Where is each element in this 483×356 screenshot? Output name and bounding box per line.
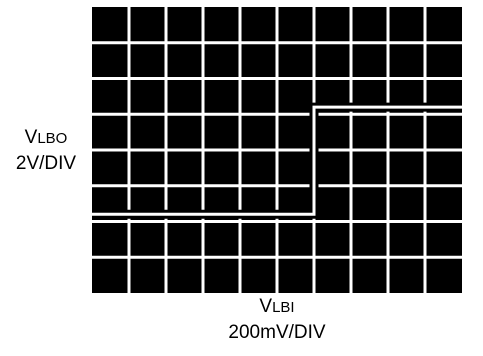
x-axis-label-main: V — [259, 296, 273, 317]
trace-layer — [92, 102, 462, 219]
y-axis-scale: 2V/DIV — [15, 153, 77, 174]
y-axis-label-subscript: LBO — [37, 130, 68, 147]
x-axis-scale: 200mV/DIV — [228, 322, 326, 343]
y-axis-label: VLBO — [0, 127, 92, 150]
x-axis-label: VLBI — [92, 296, 462, 319]
x-axis-label-subscript: LBI — [272, 299, 295, 316]
y-axis-label-main: V — [24, 127, 38, 148]
trace-line — [92, 105, 462, 216]
scope-grid — [92, 7, 462, 293]
